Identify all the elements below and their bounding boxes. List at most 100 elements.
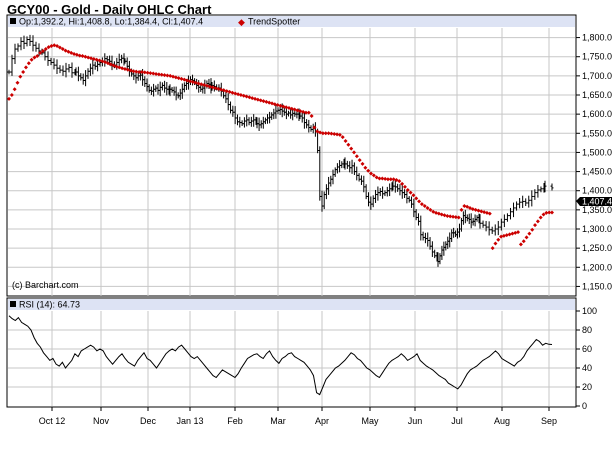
trendspotter-dot: [97, 58, 102, 63]
rsi-legend-text: RSI (14): 64.73: [19, 300, 80, 310]
trendspotter-dot: [23, 65, 28, 70]
trendspotter-dot: [377, 176, 382, 181]
trendspotter-dot: [504, 233, 509, 238]
trendspotter-dot: [298, 109, 303, 114]
trendspotter-dot: [340, 135, 345, 140]
trendspotter-dot: [530, 227, 535, 232]
trendspotter-dot: [255, 97, 260, 102]
rsi-tick-label: 60: [582, 344, 592, 354]
trendspotter-dot: [94, 57, 99, 62]
trendspotter-legend-text: TrendSpotter: [248, 17, 300, 27]
trendspotter-dot: [397, 179, 402, 184]
time-tick-label: Oct 12: [39, 416, 66, 426]
trendspotter-dot: [318, 130, 323, 135]
trendspotter-dot: [400, 181, 405, 186]
trendspotter-dot: [162, 73, 167, 78]
price-legend-strip: [8, 16, 575, 27]
trendspotter-dot: [343, 138, 348, 143]
trendspotter-dot: [52, 43, 57, 48]
trendspotter-dot: [499, 234, 504, 239]
price-tick-label: 1,750.0: [582, 52, 612, 62]
trendspotter-dot: [417, 199, 422, 204]
trendspotter-dot: [9, 93, 14, 97]
trendspotter-dot: [202, 83, 207, 88]
trendspotter-dot: [414, 196, 419, 201]
trendspotter-dot: [219, 87, 224, 92]
trendspotter-dot: [131, 69, 136, 74]
trendspotter-dot: [278, 103, 283, 108]
trendspotter-dot: [490, 246, 495, 251]
rsi-tick-label: 40: [582, 363, 592, 373]
trendspotter-dot: [507, 232, 512, 237]
trendspotter-dot: [120, 66, 125, 71]
trendspotter-dot: [250, 96, 255, 101]
trendspotter-dot: [117, 65, 122, 70]
price-tick-label: 1,400.0: [582, 186, 612, 196]
time-tick-label: Jun: [408, 416, 423, 426]
trendspotter-dot: [86, 55, 91, 60]
price-tick-label: 1,800.0: [582, 33, 612, 43]
trendspotter-dot: [179, 76, 184, 81]
trendspotter-dot: [151, 71, 156, 76]
trendspotter-dot: [419, 202, 424, 207]
trendspotter-dot: [405, 187, 410, 192]
last-price-badge: 1,407.4: [576, 197, 612, 207]
trendspotter-dot: [487, 211, 492, 216]
trendspotter-dot: [253, 96, 258, 101]
trendspotter-dot: [60, 47, 65, 52]
trendspotter-dot: [221, 88, 226, 93]
trendspotter-dot: [320, 131, 325, 136]
price-tick-label: 1,650.0: [582, 90, 612, 100]
trendspotter-dot: [332, 132, 337, 137]
trendspotter-dot: [337, 132, 342, 137]
trendspotter-dot: [369, 171, 373, 176]
trendspotter-dot: [286, 106, 291, 111]
trendspotter-dot: [125, 67, 130, 72]
trendspotter-dot: [15, 80, 20, 85]
last-price-text: 1,407.4: [582, 197, 612, 207]
rsi-tick-label: 20: [582, 382, 592, 392]
trendspotter-dot: [527, 231, 532, 236]
trendspotter-dot: [366, 168, 371, 173]
time-axis: Oct 12 Nov Dec Jan 13 Feb Mar Apr May Jun Jul Aug S…: [39, 407, 557, 426]
trendspotter-dot: [535, 219, 540, 224]
trendspotter-dot: [193, 80, 198, 85]
price-tick-label: 1,350.0: [582, 205, 612, 215]
trendspotter-dot: [436, 211, 441, 216]
trendspotter-dot: [134, 69, 139, 74]
trendspotter-dot: [80, 53, 85, 58]
trendspotter-dot: [462, 204, 467, 209]
trendspotter-dot: [100, 59, 105, 64]
trendspotter-dot: [165, 73, 170, 78]
trendspotter-dot: [448, 214, 453, 219]
trendspotter-dot: [371, 173, 376, 178]
trendspotter-dot: [385, 177, 390, 182]
trendspotter-dot: [7, 96, 11, 101]
time-tick-label: Feb: [227, 416, 243, 426]
trendspotter-dot: [391, 177, 396, 182]
trendspotter-dot: [49, 43, 54, 48]
trendspotter-dot: [301, 109, 306, 114]
trendspotter-dot: [354, 154, 359, 159]
trendspotter-dot: [306, 110, 311, 115]
trendspotter-dot: [91, 57, 96, 62]
trendspotter-dot: [516, 230, 521, 235]
trendspotter-dot: [154, 71, 159, 76]
trendspotter-dot: [142, 70, 147, 75]
trendspotter-dot: [236, 92, 241, 97]
time-tick-label: Mar: [270, 416, 286, 426]
trendspotter-dot: [451, 214, 456, 219]
trendspotter-dot: [346, 142, 351, 147]
ohlc-bars: [7, 34, 554, 267]
trendspotter-dot: [510, 231, 515, 236]
chart-title: GCY00 - Gold - Daily OHLC Chart: [7, 2, 212, 17]
trendspotter-dot: [89, 56, 94, 61]
price-tick-label: 1,550.0: [582, 128, 612, 138]
trendspotter-dot: [312, 125, 317, 130]
trendspotter-dot: [272, 102, 277, 107]
trendspotter-dot: [173, 75, 178, 80]
trendspotter-dot: [83, 54, 88, 59]
trendspotter-dot: [442, 213, 447, 218]
trendspotter-dot: [176, 76, 181, 81]
price-tick-label: 1,250.0: [582, 243, 612, 253]
